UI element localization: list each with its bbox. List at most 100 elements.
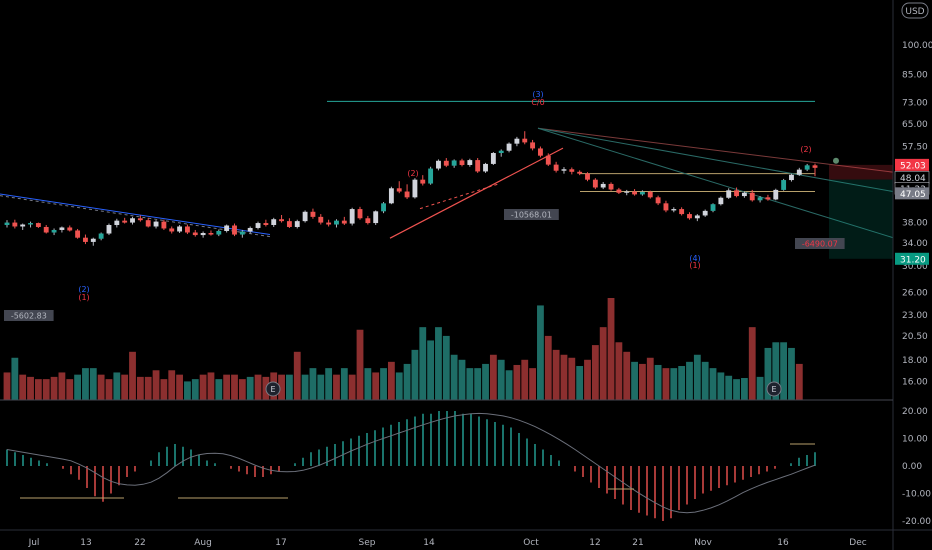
- candle-body: [67, 227, 73, 231]
- time-tick-label: 14: [423, 538, 435, 548]
- candle-body: [514, 138, 520, 144]
- candle-body: [373, 211, 379, 224]
- oscillator-tick-label: 0.00: [902, 462, 922, 472]
- volume-bar: [560, 354, 568, 400]
- candle-body: [812, 165, 818, 168]
- candle-body: [592, 179, 598, 188]
- candle-body: [318, 216, 324, 223]
- candle-body: [83, 237, 88, 242]
- candle-body: [498, 150, 504, 154]
- volume-bar: [89, 368, 97, 400]
- candle-body: [310, 211, 316, 217]
- candle-body: [263, 223, 269, 226]
- volume-bar: [607, 298, 615, 400]
- candle-body: [679, 209, 685, 215]
- earnings-marker: [265, 381, 281, 397]
- candle-body: [184, 226, 190, 233]
- volume-bar: [678, 366, 686, 400]
- candle-body: [545, 155, 551, 165]
- candle-body: [702, 210, 708, 216]
- time-tick-label: Jul: [28, 538, 40, 548]
- volume-bar: [513, 364, 521, 400]
- candle-body: [608, 183, 614, 190]
- volume-bar: [411, 349, 419, 400]
- volume-bar: [168, 370, 176, 400]
- candle-body: [577, 171, 583, 174]
- price-tick-label: 23.00: [902, 311, 928, 321]
- volume-bar: [733, 379, 740, 400]
- measure-label-box: [4, 310, 54, 321]
- time-tick-label: Dec: [849, 538, 866, 548]
- trend-line: [0, 193, 271, 236]
- volume-bar: [380, 368, 387, 400]
- candle-body: [357, 209, 363, 219]
- candle-body: [687, 214, 692, 219]
- trend-line: [537, 127, 894, 173]
- volume-bar: [772, 342, 780, 400]
- price-axis-label: 52.03: [900, 161, 926, 171]
- price-axis-label-box: [895, 158, 929, 171]
- volume-bar: [113, 372, 121, 400]
- candle-body: [773, 189, 779, 200]
- candle-body: [59, 227, 65, 230]
- candle-body: [28, 223, 33, 225]
- volume-bar: [207, 372, 215, 400]
- candle-body: [420, 179, 426, 184]
- measure-label-box: [504, 209, 559, 220]
- volume-bar: [144, 376, 152, 400]
- volume-bar: [489, 354, 497, 400]
- volume-bar: [435, 327, 442, 400]
- candle-body: [553, 164, 559, 171]
- volume-bar: [599, 327, 607, 400]
- volume-bar: [576, 366, 584, 400]
- volume-bar: [693, 354, 701, 400]
- volume-bar: [482, 363, 489, 400]
- candle-body: [530, 142, 536, 149]
- volume-bar: [458, 359, 466, 400]
- volume-bar: [654, 364, 662, 400]
- time-tick-label: 17: [275, 538, 286, 548]
- volume-bar: [740, 378, 748, 400]
- candle-body: [192, 232, 198, 236]
- candle-body: [247, 227, 253, 232]
- candle-body: [341, 220, 347, 224]
- wave-label: (2): [800, 145, 811, 154]
- candle-body: [663, 203, 669, 211]
- candle-body: [765, 197, 771, 200]
- volume-bar: [223, 374, 231, 400]
- candle-body: [569, 169, 575, 172]
- volume-bar: [788, 347, 795, 400]
- candle-body: [538, 148, 543, 156]
- candle-body: [412, 179, 418, 198]
- volume-bar: [301, 374, 309, 400]
- candle-body: [467, 160, 473, 165]
- currency-badge: [901, 2, 929, 19]
- candle-body: [632, 191, 638, 195]
- volume-bar: [348, 374, 356, 400]
- time-tick-label: Sep: [359, 538, 376, 548]
- trend-line: [389, 147, 564, 239]
- volume-bar: [442, 335, 450, 400]
- trendline-overlays[interactable]: [0, 100, 894, 259]
- oscillator-histogram: [6, 411, 816, 521]
- volume-bar: [591, 345, 599, 400]
- volume-bar: [11, 357, 19, 400]
- candle-body: [694, 215, 700, 219]
- wave-annotations: (2)(1)(2)(3)C/0(4)(1)(2)-5602.83-10568.0…: [4, 90, 845, 397]
- volume-bar: [552, 349, 560, 400]
- candle-body: [239, 231, 245, 235]
- volume-bar: [615, 342, 623, 400]
- candle-body: [404, 191, 410, 198]
- volume-bar: [403, 363, 411, 400]
- trend-line: [0, 195, 271, 238]
- price-tick-label: 38.00: [902, 219, 928, 229]
- volume-bar: [529, 368, 536, 400]
- candle-body: [122, 220, 128, 223]
- measure-label-box: [795, 238, 845, 249]
- time-tick-label: 16: [777, 538, 789, 548]
- earnings-marker-label: E: [771, 385, 776, 394]
- price-axis-label-box: [895, 252, 929, 265]
- candle-body: [51, 229, 57, 233]
- measure-label: -6490.07: [802, 240, 838, 249]
- candle-body: [255, 223, 261, 228]
